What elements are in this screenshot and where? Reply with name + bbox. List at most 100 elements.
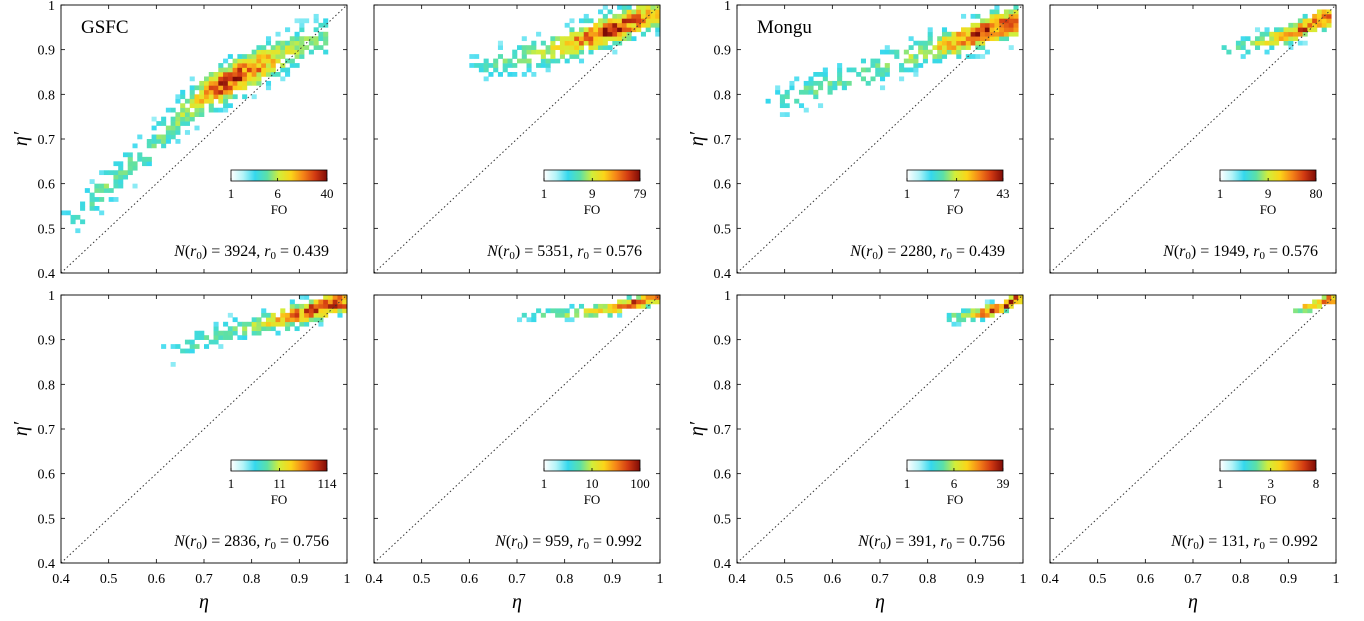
x-axis-label: η: [1188, 591, 1198, 613]
heatmap-cell: [1240, 45, 1246, 50]
heatmap-cell: [980, 36, 986, 42]
heatmap-cells: [1221, 9, 1332, 59]
heatmap-cell: [175, 112, 181, 117]
heatmap-cell: [999, 18, 1005, 24]
heatmap-cell: [645, 18, 651, 24]
heatmap-cell: [299, 54, 305, 59]
heatmap-cell: [337, 308, 343, 314]
heatmap-cell: [227, 85, 233, 91]
heatmap-cell: [323, 31, 329, 37]
heatmap-cell: [289, 58, 295, 64]
heatmap-cell: [261, 72, 267, 77]
one-to-one-line: [1049, 4, 1337, 274]
heatmap-cell: [483, 63, 489, 68]
heatmap-cell: [559, 54, 565, 59]
heatmap-cell: [865, 80, 871, 86]
heatmap-cell: [170, 121, 176, 126]
heatmap-cell: [170, 125, 176, 131]
heatmap-cell: [980, 317, 986, 323]
x-tick-label: 0.5: [776, 572, 794, 587]
heatmap-cell: [1013, 18, 1019, 24]
heatmap-cell: [189, 344, 195, 349]
heatmap-cell: [251, 326, 257, 332]
heatmap-cell: [256, 317, 262, 323]
x-tick-label: 1: [1333, 572, 1340, 587]
y-tick-label: 0.4: [38, 267, 56, 282]
heatmap-cell: [1240, 54, 1246, 59]
heatmap-cell: [588, 27, 594, 33]
heatmap-cell: [474, 63, 480, 68]
heatmap-cells: [161, 295, 348, 367]
heatmap-cell: [213, 321, 219, 327]
heatmap-cell: [1278, 36, 1284, 42]
heatmap-cell: [598, 18, 604, 24]
heatmap-cell: [323, 36, 329, 42]
heatmap-cell: [251, 321, 257, 327]
heatmap-cell: [313, 40, 319, 46]
heatmap-cell: [323, 312, 329, 318]
heatmap-cell: [550, 49, 556, 55]
heatmap-cell: [1293, 31, 1299, 37]
heatmap-cell: [337, 299, 343, 305]
x-axis-label: η: [199, 591, 209, 613]
heatmap-cell: [1326, 299, 1332, 305]
heatmap-cell: [223, 94, 229, 100]
heatmap-cell: [1259, 31, 1265, 37]
heatmap-cell: [569, 45, 575, 50]
heatmap-cell: [1307, 308, 1313, 314]
heatmap-cell: [265, 63, 272, 68]
heatmap-cell: [946, 317, 952, 323]
heatmap-cell: [237, 80, 243, 86]
heatmap-cell: [1288, 36, 1294, 42]
heatmap-cell: [951, 40, 957, 46]
heatmap-cell: [932, 54, 938, 59]
heatmap-cell: [289, 49, 295, 55]
heatmap-cell: [507, 63, 513, 68]
heatmap-cell: [540, 58, 546, 64]
heatmap-cell: [808, 80, 814, 86]
heatmap-cell: [808, 85, 814, 91]
heatmap-cell: [946, 40, 952, 46]
heatmap-cell: [1312, 13, 1318, 19]
heatmap-cell: [517, 317, 523, 323]
heatmap-cell: [598, 303, 604, 309]
heatmap-cell: [880, 85, 886, 91]
heatmap-cell: [1274, 40, 1280, 46]
heatmap-cell: [213, 80, 219, 86]
heatmap-cell: [1302, 303, 1308, 309]
y-tick-label: 0.5: [38, 222, 56, 237]
heatmap-cell: [612, 31, 618, 37]
heatmap-cell: [583, 36, 589, 42]
heatmap-cell: [251, 49, 257, 55]
heatmap-cell: [1293, 36, 1299, 42]
heatmap-cell: [89, 201, 95, 207]
heatmap-cell: [242, 85, 248, 91]
heatmap-cell: [256, 49, 262, 55]
heatmap-cell: [175, 98, 181, 104]
heatmap-cell: [961, 27, 967, 33]
heatmap-cell: [1283, 36, 1289, 42]
heatmap-cell: [1003, 303, 1009, 309]
heatmap-cell: [204, 94, 210, 100]
heatmap-cell: [837, 63, 843, 68]
heatmap-cell: [607, 45, 613, 50]
heatmap-cell: [1226, 49, 1232, 55]
heatmap-cell: [127, 161, 133, 167]
x-tick-label: 0.8: [556, 572, 574, 587]
heatmap-cell: [841, 85, 847, 91]
heatmap-cell: [779, 98, 785, 104]
heatmap-cell: [304, 295, 310, 300]
heatmap-cell: [261, 312, 267, 318]
heatmap-cell: [483, 67, 489, 73]
heatmap-cell: [956, 54, 962, 59]
heatmap-cell: [645, 295, 651, 300]
heatmap-cells: [517, 295, 661, 323]
heatmap-cells: [946, 295, 1024, 327]
heatmap-cell: [813, 72, 819, 77]
heatmap-cell: [1288, 40, 1294, 46]
panel-4: 1 9 80 FO N(r0) = 1949, r0 = 0.576: [1049, 4, 1337, 274]
heatmap-cell: [574, 312, 580, 318]
colorbar-tick-label: 1: [1217, 186, 1224, 201]
heatmap-cell: [564, 36, 570, 42]
heatmap-cell: [612, 18, 618, 24]
